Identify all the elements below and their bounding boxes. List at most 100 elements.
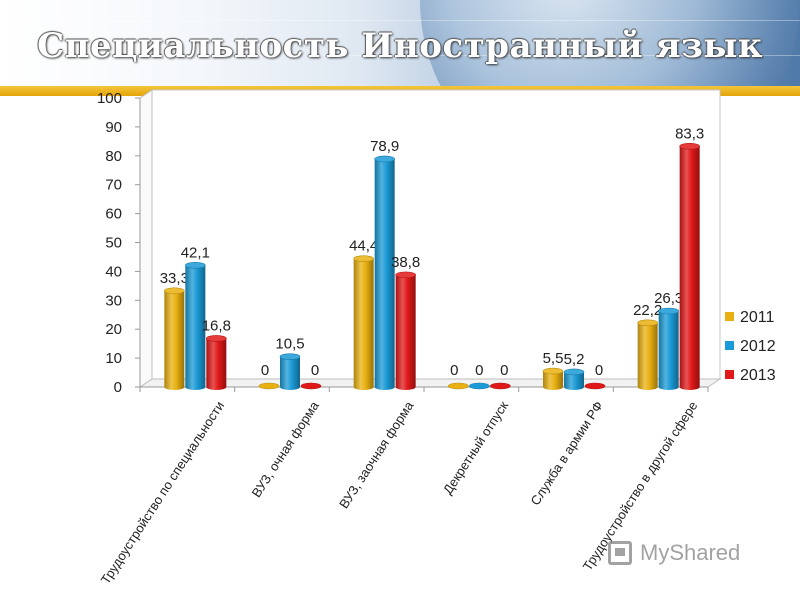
bar-body: [564, 371, 584, 390]
plot-floor: [138, 378, 722, 388]
bar-body: [374, 158, 395, 390]
data-label: 42,1: [181, 244, 210, 261]
data-label: 0: [475, 362, 483, 379]
bar-body: [164, 290, 185, 390]
bar-top: [563, 368, 585, 376]
bar: [395, 271, 416, 390]
y-tick-label: 0: [114, 379, 122, 396]
data-label: 5,2: [564, 351, 585, 368]
bar: [679, 142, 700, 390]
data-label: 0: [261, 362, 269, 379]
bar-zero-disc: [584, 382, 606, 390]
data-label: 38,8: [391, 254, 420, 271]
bar-top: [637, 319, 658, 327]
y-tick-label: 100: [97, 90, 122, 107]
bar-top: [395, 271, 416, 279]
y-tick-label: 40: [105, 263, 122, 280]
bar-top: [279, 353, 301, 360]
bar-top: [679, 142, 700, 150]
bar-top: [658, 307, 679, 315]
bar-body: [679, 146, 700, 390]
bar: [206, 335, 227, 390]
data-label: 33,3: [160, 270, 189, 287]
legend-label: 2013: [740, 367, 776, 384]
data-label: 22,2: [633, 302, 662, 319]
page-title: Специальность Иностранный язык: [37, 26, 763, 66]
bar-body: [206, 338, 227, 390]
bar: [279, 353, 301, 390]
y-tick-label: 50: [105, 235, 122, 252]
bar-body: [395, 274, 416, 390]
bar-zero-disc: [300, 382, 322, 390]
category-label: Трудоустройство по специальности: [98, 398, 228, 586]
plot-side-wall: [139, 89, 153, 388]
bar-body: [637, 322, 658, 390]
y-tick-label: 20: [105, 321, 122, 338]
data-label: 26,3: [654, 290, 683, 307]
bar: [258, 382, 280, 390]
watermark: MyShared: [608, 538, 740, 568]
data-label: 0: [450, 362, 458, 379]
bar-zero-disc: [448, 382, 469, 390]
data-label: 44,4: [349, 238, 378, 255]
bar-body: [185, 265, 206, 390]
y-tick-label: 70: [105, 177, 122, 194]
banner-line: [0, 20, 800, 21]
bar: [448, 382, 469, 390]
bar: [185, 262, 206, 390]
bar: [563, 368, 585, 390]
legend-swatch: [725, 312, 734, 321]
bar: [469, 382, 490, 390]
bar-zero-disc: [258, 382, 280, 390]
legend-swatch: [725, 370, 734, 379]
watermark-text: MyShared: [640, 540, 741, 565]
bar-top: [185, 262, 206, 269]
bar-top: [353, 255, 374, 262]
bar: [637, 319, 658, 390]
data-label: 16,8: [202, 317, 231, 334]
title-banner: Специальность Иностранный язык: [0, 0, 800, 88]
category-label: Служба в армии РФ: [527, 398, 605, 508]
bar: [374, 155, 395, 390]
data-label: 78,9: [370, 138, 399, 155]
bar-body: [353, 258, 374, 390]
bar: [164, 287, 185, 390]
y-tick-label: 30: [105, 292, 122, 309]
bar-body: [280, 356, 300, 390]
data-label: 0: [500, 362, 508, 379]
data-label: 0: [311, 362, 319, 379]
bar: [353, 255, 374, 390]
bar-zero-disc: [490, 382, 511, 390]
bar: [658, 307, 679, 390]
bar: [542, 367, 564, 390]
bar-top: [206, 335, 227, 342]
banner-line: [0, 55, 800, 56]
data-label: 0: [595, 362, 603, 379]
bar: [300, 382, 322, 390]
globe-graphic: [420, 0, 800, 88]
category-label: ВУЗ, заочная форма: [336, 398, 417, 511]
bar-body: [543, 371, 563, 390]
data-label: 5,5: [543, 350, 564, 367]
data-label: 83,3: [675, 125, 704, 142]
category-label: ВУЗ, очная форма: [249, 398, 323, 500]
presentation-icon: [608, 541, 632, 565]
bar-top: [542, 367, 564, 375]
category-label: Декретный отпуск: [440, 398, 511, 497]
y-tick-label: 80: [105, 148, 122, 165]
y-tick-label: 90: [105, 119, 122, 136]
bar-top: [164, 287, 185, 295]
legend-label: 2011: [740, 309, 775, 326]
y-tick-label: 10: [105, 350, 122, 367]
y-tick-label: 60: [105, 206, 122, 223]
legend-label: 2012: [740, 338, 776, 355]
bar-body: [658, 310, 679, 390]
bar-zero-disc: [469, 382, 490, 390]
legend-swatch: [725, 341, 734, 350]
bar-top: [374, 155, 395, 163]
bar: [490, 382, 511, 390]
plot-back-wall: [151, 89, 721, 380]
data-label: 10,5: [275, 336, 304, 353]
bar: [584, 382, 606, 390]
